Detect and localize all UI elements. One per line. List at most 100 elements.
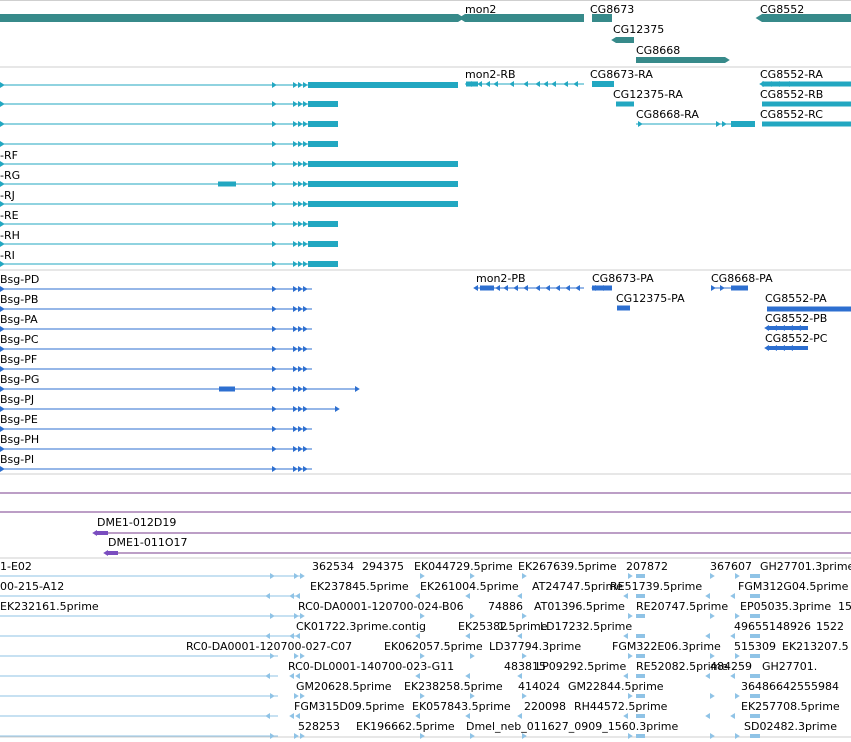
transcript-exon[interactable] [592,81,614,87]
gene-cg8552[interactable] [762,14,851,22]
est-arrow [415,593,420,599]
transcript-exon[interactable] [308,161,458,167]
est-block[interactable] [636,734,645,738]
clone-marker[interactable] [97,531,108,535]
transcript-exon[interactable] [762,81,851,87]
est-arrow [628,573,633,579]
est-label: 207872 [626,560,668,573]
est-block[interactable] [750,674,760,678]
gene-cg8673[interactable] [592,14,612,22]
exon-arrow [272,221,277,227]
exon-arrow [272,346,277,352]
est-label: CK01722.3prime.contig [296,620,426,633]
exon-arrow [272,82,277,88]
est-arrow [295,713,300,719]
exon-arrow [303,386,308,392]
exon-arrow [303,286,308,292]
est-block[interactable] [636,674,645,678]
gene-mon2[interactable] [465,14,584,22]
est-block[interactable] [750,694,760,698]
gene-direction-arrow [725,57,730,63]
est-arrow [522,733,527,739]
transcript-exon[interactable] [308,221,338,227]
gene-cg8668[interactable] [636,57,725,63]
transcript-exon[interactable] [308,241,338,247]
protein-exon[interactable] [219,386,235,392]
exon-arrow [796,325,801,331]
est-arrow [270,613,275,619]
protein-exon[interactable] [617,305,630,311]
protein-exon[interactable] [480,285,494,291]
exon-arrow [293,221,298,227]
est-block[interactable] [750,574,760,578]
transcript-start-arrow [0,241,5,247]
exon-arrow [303,82,308,88]
exon-arrow [298,286,303,292]
protein-exon[interactable] [767,306,851,312]
gene-label: CG8668 [636,44,680,57]
exon-arrow [303,221,308,227]
transcript-exon[interactable] [762,121,851,127]
exon-arrow [535,81,540,87]
exon-arrow [293,101,298,107]
protein-exon[interactable] [731,285,748,291]
exon-arrow [272,366,277,372]
transcript-label: -RG [0,169,20,182]
exon-arrow [303,446,308,452]
est-label: GH27701.3prime [760,560,851,573]
transcript-exon[interactable] [308,82,458,88]
est-arrow [289,633,294,639]
est-block[interactable] [636,634,645,638]
est-block[interactable] [750,634,760,638]
exon-arrow [298,346,303,352]
gene-bsg[interactable] [0,14,458,22]
exon-arrow [495,285,500,291]
transcript-exon[interactable] [308,101,338,107]
est-block[interactable] [750,654,760,658]
exon-arrow [293,261,298,267]
exon-arrow [298,366,303,372]
transcript-exon[interactable] [355,181,458,187]
est-block[interactable] [636,574,645,578]
est-label: RE20747.5prime [636,600,728,613]
transcript-exon[interactable] [218,181,236,187]
transcript-exon[interactable] [466,81,478,87]
transcript-exon[interactable] [731,121,755,127]
transcript-exon[interactable] [616,101,634,107]
est-block[interactable] [750,594,760,598]
est-block[interactable] [636,614,645,618]
protein-exon[interactable] [767,346,808,350]
est-block[interactable] [636,694,645,698]
est-block[interactable] [750,734,760,738]
exon-arrow [513,285,518,291]
exon-arrow [272,326,277,332]
est-arrow [295,593,300,599]
protein-exon[interactable] [767,326,808,330]
protein-label: Bsg-PC [0,333,39,346]
est-block[interactable] [636,594,645,598]
transcript-exon[interactable] [308,121,338,127]
transcript-exon[interactable] [308,261,338,267]
est-block[interactable] [636,714,645,718]
exon-arrow [772,325,777,331]
exon-arrow [565,285,570,291]
est-arrow [628,733,633,739]
est-block[interactable] [636,654,645,658]
est-block[interactable] [750,714,760,718]
est-block[interactable] [750,614,760,618]
transcript-exon[interactable] [762,101,851,107]
transcript-exon[interactable] [308,141,338,147]
est-label: EK267639.5prime [518,560,617,573]
gene-cg12375[interactable] [616,37,634,43]
exon-arrow [523,285,528,291]
transcript-exon[interactable] [335,201,458,207]
exon-arrow [303,261,308,267]
exon-arrow [303,346,308,352]
exon-arrow [272,406,277,412]
clone-marker[interactable] [108,551,118,555]
exon-arrow [293,201,298,207]
est-arrow [300,653,305,659]
exon-arrow [759,81,764,87]
